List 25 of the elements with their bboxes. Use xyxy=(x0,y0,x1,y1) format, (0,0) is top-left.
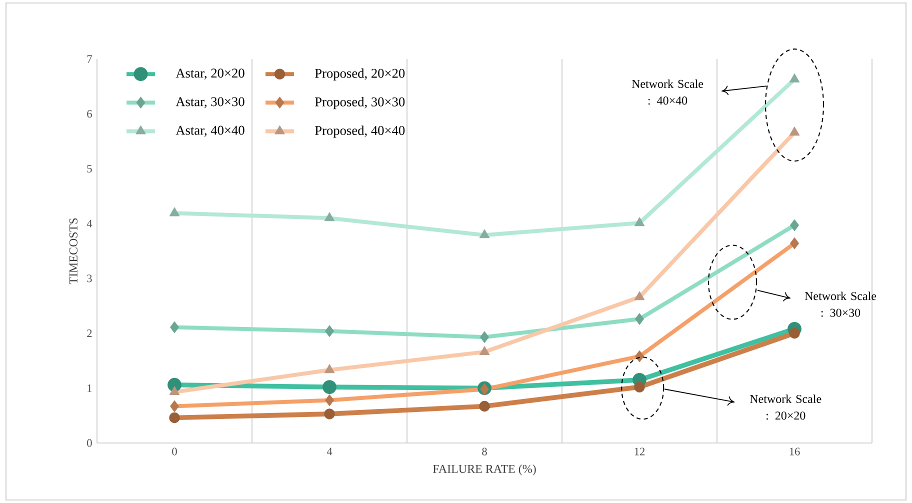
y-tick-label: 1 xyxy=(88,384,92,392)
x-tick-label: 12 xyxy=(634,448,645,456)
legend-label: Proposed, 40×40 xyxy=(315,126,405,138)
y-tick-label: 4 xyxy=(86,220,92,228)
point xyxy=(322,380,336,394)
legend-label: Astar, 20×20 xyxy=(176,68,244,80)
legend-label: Proposed, 20×20 xyxy=(315,68,405,81)
annotation: Network Scale : 20×20 xyxy=(750,394,822,420)
legend-label: Astar, 30×30 xyxy=(176,97,244,108)
y-tick-label: 6 xyxy=(87,110,92,118)
y-tick-label: 2 xyxy=(87,330,92,338)
x-axis-title: FAILURE RATE (%) xyxy=(432,464,536,476)
legend-label: Proposed, 30×30 xyxy=(315,97,405,110)
x-tick-label: 16 xyxy=(790,448,800,456)
y-tick-label: 5 xyxy=(87,164,92,172)
x-tick-label: 4 xyxy=(326,448,332,456)
legend-label: Astar, 40×40 xyxy=(176,126,244,137)
y-tick-label: 3 xyxy=(87,274,92,282)
x-tick-label: 8 xyxy=(482,448,487,456)
annotation: Network Scale : 40×40 xyxy=(632,80,704,105)
x-tick-label: 0 xyxy=(172,448,177,456)
y-tick-label: 7 xyxy=(87,55,92,63)
annotation: Network Scale : 30×30 xyxy=(804,292,876,317)
y-tick-label: 0 xyxy=(87,439,92,447)
y-axis-title: TIMECOSTS xyxy=(69,218,78,284)
